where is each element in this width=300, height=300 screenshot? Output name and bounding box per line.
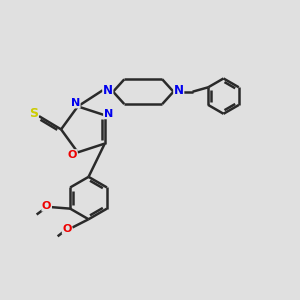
Text: N: N [71,98,80,108]
Text: N: N [103,84,113,97]
Text: S: S [29,107,38,120]
Text: O: O [42,201,51,211]
Text: N: N [174,84,184,97]
Text: O: O [62,224,72,234]
Text: N: N [104,109,113,119]
Text: O: O [68,150,77,160]
